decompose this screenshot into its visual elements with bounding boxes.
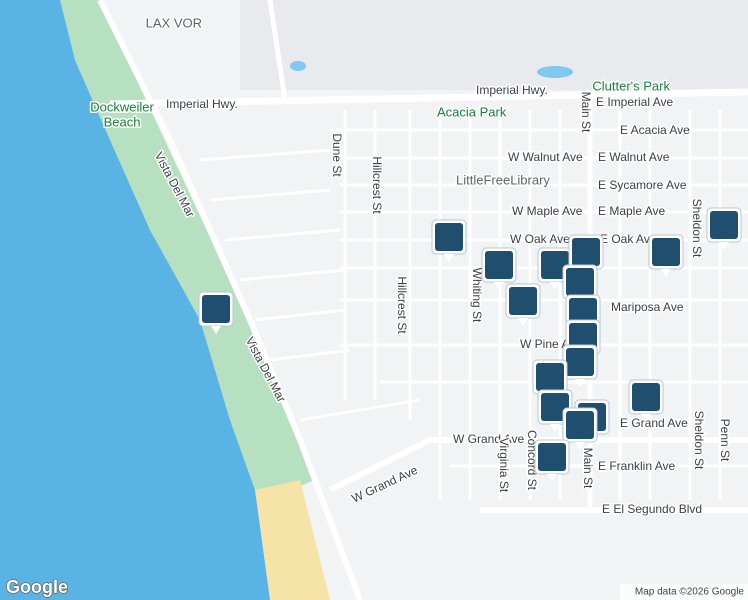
place-label: Clutter's Park bbox=[592, 78, 670, 93]
street-label: Sheldon St bbox=[692, 411, 706, 470]
airport bbox=[240, 0, 748, 90]
pond bbox=[537, 66, 573, 78]
street-label: Dune St bbox=[330, 133, 344, 177]
street-label: Hillcrest St bbox=[370, 156, 384, 214]
street-label: E Walnut Ave bbox=[598, 150, 670, 164]
place-label: Acacia Park bbox=[437, 104, 507, 119]
attribution-bg bbox=[620, 584, 748, 600]
beach-park bbox=[60, 0, 315, 490]
street-label: Imperial Hwy. bbox=[166, 97, 238, 111]
place-label: Beach bbox=[104, 114, 141, 129]
place-label: LittleFreeLibrary bbox=[456, 172, 550, 187]
street-label: E Franklin Ave bbox=[598, 459, 675, 473]
street-label: Mariposa Ave bbox=[611, 300, 684, 314]
street-label: Imperial Hwy. bbox=[476, 83, 548, 97]
street-label: E Imperial Ave bbox=[596, 95, 673, 109]
street-label: W Grand Ave bbox=[453, 432, 524, 446]
pond bbox=[290, 61, 306, 71]
street-label: Penn St bbox=[718, 419, 732, 462]
street-label: E Acacia Ave bbox=[620, 123, 690, 137]
sand bbox=[255, 480, 330, 600]
street-label: Sheldon St bbox=[690, 199, 704, 258]
street-label: E El Segundo Blvd bbox=[602, 502, 702, 516]
street-label: Main St bbox=[581, 448, 595, 489]
street-label: E Oak Ave bbox=[600, 232, 657, 246]
street-label: W Walnut Ave bbox=[508, 150, 583, 164]
ocean bbox=[0, 0, 270, 600]
logo: Google bbox=[6, 577, 68, 597]
street-label: E Maple Ave bbox=[598, 204, 665, 218]
street-label: W Maple Ave bbox=[512, 204, 583, 218]
place-label: Dockweiler bbox=[90, 99, 154, 114]
street-label: Whiting St bbox=[470, 268, 484, 323]
street-label: E Grand Ave bbox=[620, 416, 688, 430]
attribution[interactable]: Map data ©2026 Google bbox=[635, 587, 745, 598]
street-label: W Oak Ave bbox=[510, 232, 570, 246]
place-label: LAX VOR bbox=[146, 15, 202, 30]
street-label: Hillcrest St bbox=[395, 276, 409, 334]
street-label: E Sycamore Ave bbox=[598, 178, 687, 192]
street-label: Main St bbox=[579, 92, 593, 133]
street-label: Virginia St bbox=[497, 438, 511, 493]
